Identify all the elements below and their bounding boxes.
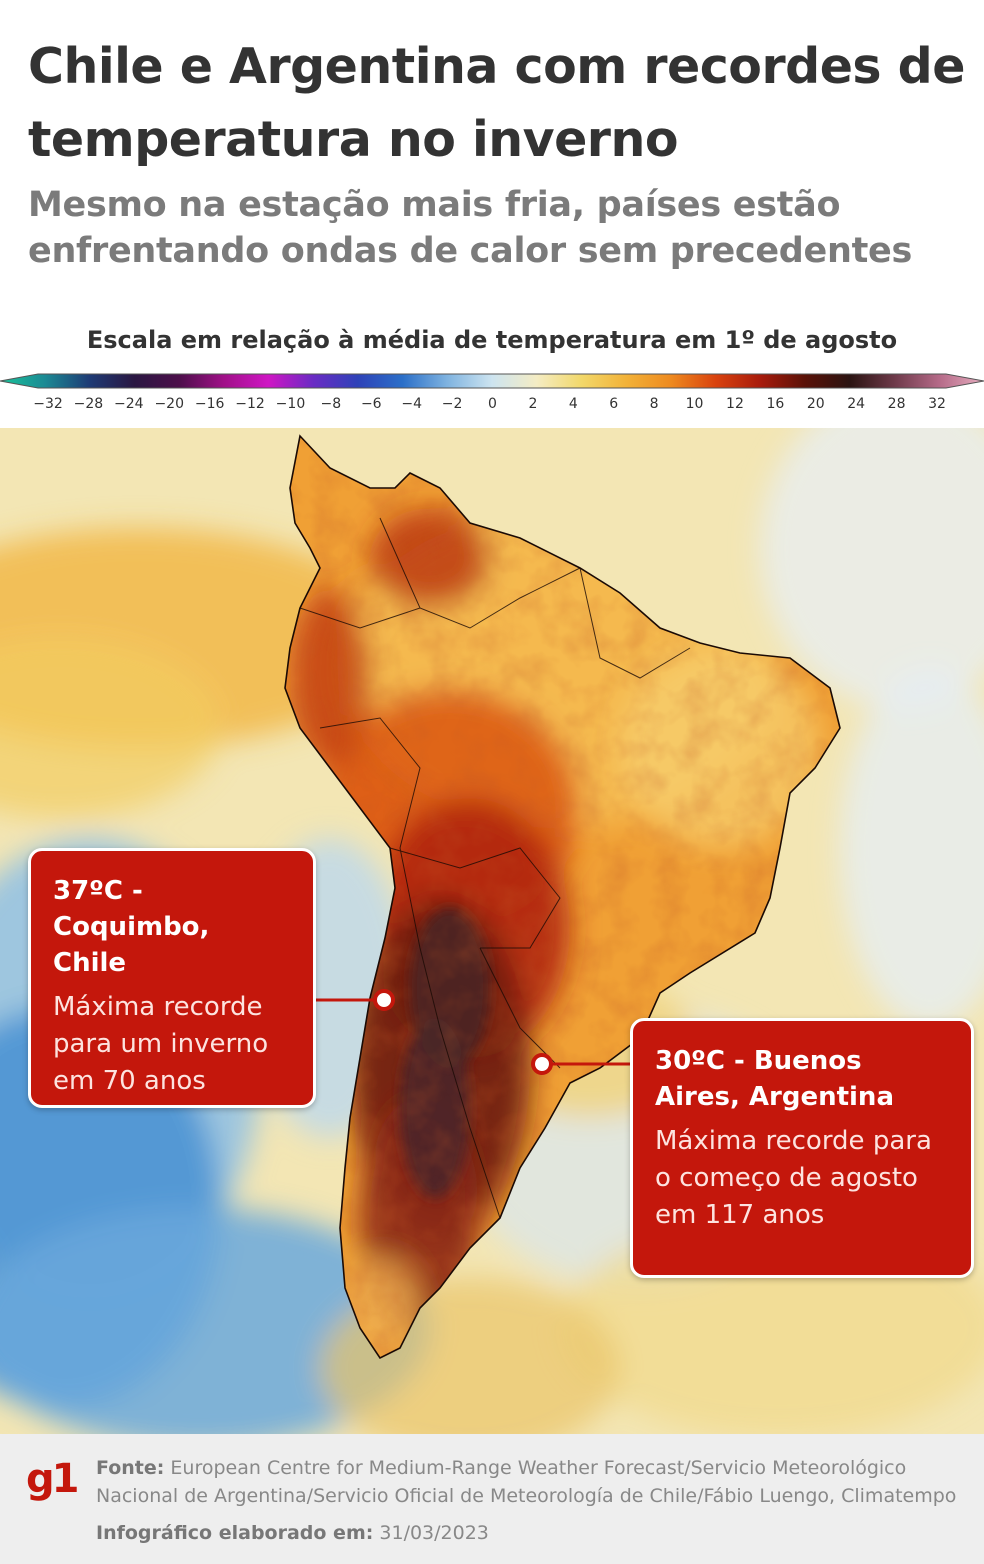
- scale-tick-label: 10: [685, 396, 704, 412]
- scale-tick-label: 2: [528, 396, 538, 412]
- scale-tick-label: −28: [73, 396, 104, 412]
- made-date-value: 31/03/2023: [379, 1522, 489, 1544]
- made-label: Infográfico elaborado em:: [96, 1522, 374, 1544]
- g1-logo: g1: [26, 1456, 79, 1502]
- scale-tick-label: −6: [360, 396, 382, 412]
- scale-tick-label: −2: [441, 396, 463, 412]
- source-credit: Fonte: European Centre for Medium-Range …: [96, 1454, 982, 1510]
- callout-text: Máxima recorde para um inverno em 70 ano…: [53, 992, 269, 1096]
- scale-title: Escala em relação à média de temperatura…: [86, 326, 898, 354]
- scale-tick-label: −16: [194, 396, 225, 412]
- callout-heading: 37ºC - Coquimbo, Chile: [53, 876, 210, 978]
- callout-heading: 30ºC - Buenos Aires, Argentina: [655, 1046, 894, 1112]
- source-text: European Centre for Medium-Range Weather…: [96, 1457, 957, 1507]
- coquimbo-marker: [373, 989, 395, 1011]
- scale-tick-label: 24: [847, 396, 866, 412]
- country-borders: [299, 517, 691, 1219]
- page-title: Chile e Argentina com recordes de temper…: [28, 38, 965, 168]
- scale-tick-label: 4: [568, 396, 578, 412]
- scale-tick-label: 6: [609, 396, 619, 412]
- scale-tick-label: −32: [33, 396, 63, 412]
- scale-tick-label: −12: [235, 396, 265, 412]
- source-label: Fonte:: [96, 1457, 165, 1479]
- scale-tick-label: −24: [114, 396, 144, 412]
- callout-coquimbo: 37ºC - Coquimbo, Chile Máxima recorde pa…: [28, 848, 316, 1108]
- made-date: Infográfico elaborado em: 31/03/2023: [96, 1522, 489, 1544]
- color-scale-bar: [0, 373, 984, 389]
- footer: g1 Fonte: European Centre for Medium-Ran…: [0, 1434, 984, 1564]
- scale-tick-label: −4: [401, 396, 422, 412]
- scale-tick-label: 32: [928, 396, 946, 412]
- scale-tick-label: −10: [275, 396, 306, 412]
- scale-tick-label: 28: [887, 396, 906, 412]
- scale-tick-label: 20: [806, 396, 825, 412]
- scale-tick-label: 12: [726, 396, 744, 412]
- scale-tick-label: −20: [154, 396, 184, 412]
- scale-tick-label: 0: [488, 396, 497, 412]
- scale-tick-label: −8: [320, 396, 342, 412]
- scale-ticks: −32 −28 −24 −20 −16 −12 −10 −8 −6 −4 −2 0 2 4 6 8 10 12 16…: [0, 396, 984, 416]
- callout-connectors: [300, 989, 634, 1075]
- scale-tick-label: 16: [766, 396, 785, 412]
- callout-text: Máxima recorde para o começo de agosto e…: [655, 1126, 932, 1230]
- buenos-aires-marker: [531, 1053, 553, 1075]
- page-subtitle: Mesmo na estação mais fria, países estão…: [28, 185, 913, 271]
- scale-tick-label: 8: [649, 396, 659, 412]
- callout-buenos-aires: 30ºC - Buenos Aires, Argentina Máxima re…: [630, 1018, 974, 1278]
